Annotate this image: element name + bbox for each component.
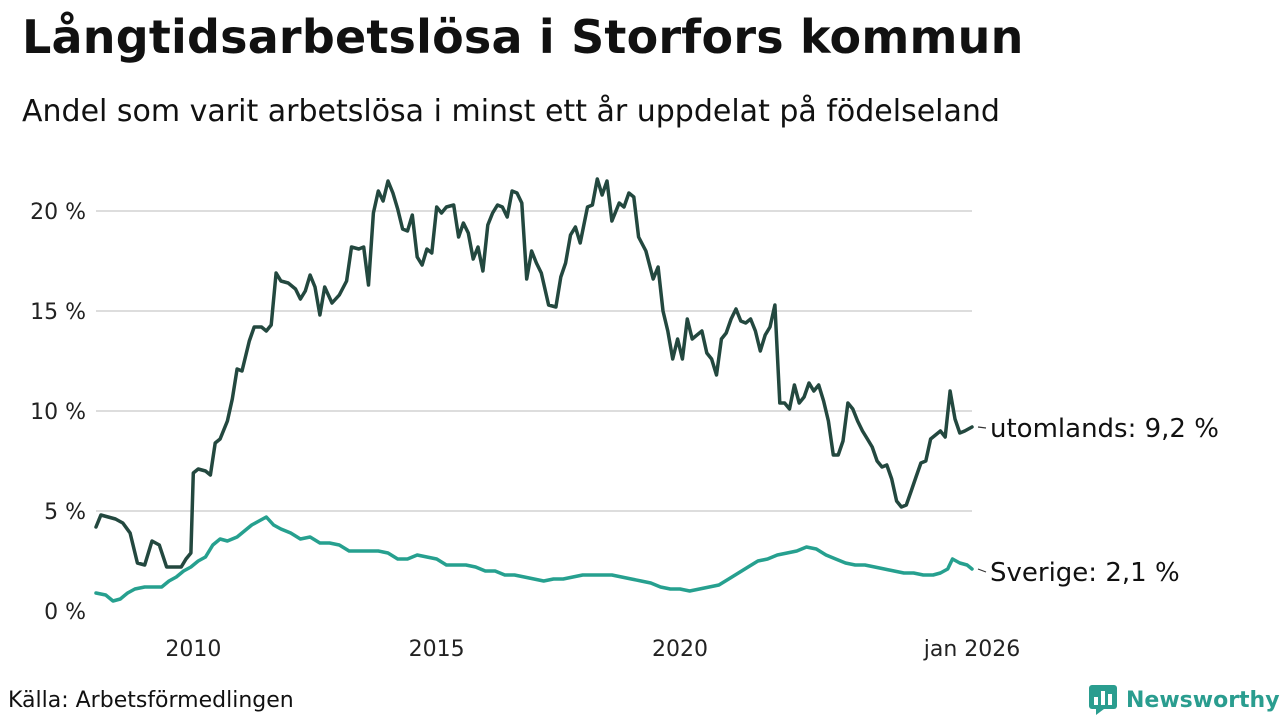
series-lines (94, 177, 974, 603)
y-tick-label: 0 % (44, 600, 86, 625)
y-axis-labels: 0 % 5 % 10 % 15 % 20 % (30, 200, 86, 625)
series-end-label: Sverige: 2,1 % (990, 558, 1180, 588)
chart-subtitle: Andel som varit arbetslösa i minst ett å… (22, 94, 1000, 129)
chart-title: Långtidsarbetslösa i Storfors kommun (22, 10, 1024, 64)
x-tick-label: 2010 (165, 637, 221, 662)
x-tick-label: jan 2026 (923, 637, 1021, 662)
brand-logo[interactable]: Newsworthy (1088, 684, 1280, 716)
y-tick-label: 10 % (30, 400, 86, 425)
series-line-sverige (94, 515, 974, 603)
y-tick-label: 15 % (30, 300, 86, 325)
x-tick-label: 2020 (652, 637, 708, 662)
y-tick-label: 20 % (30, 200, 86, 225)
series-end-label: utomlands: 9,2 % (990, 414, 1219, 444)
source-note: Källa: Arbetsförmedlingen (8, 688, 294, 713)
end-label-connector (977, 426, 987, 429)
x-tick-label: 2015 (409, 637, 465, 662)
x-axis-labels: 2010 2015 2020 jan 2026 (165, 637, 1020, 662)
newsworthy-logo-icon (1089, 685, 1117, 715)
series-line-utomlands (94, 177, 974, 569)
brand-name: Newsworthy (1126, 687, 1280, 713)
series-end-labels: utomlands: 9,2 % Sverige: 2,1 % (977, 414, 1219, 588)
y-tick-label: 5 % (44, 500, 86, 525)
end-label-connector (977, 568, 987, 573)
